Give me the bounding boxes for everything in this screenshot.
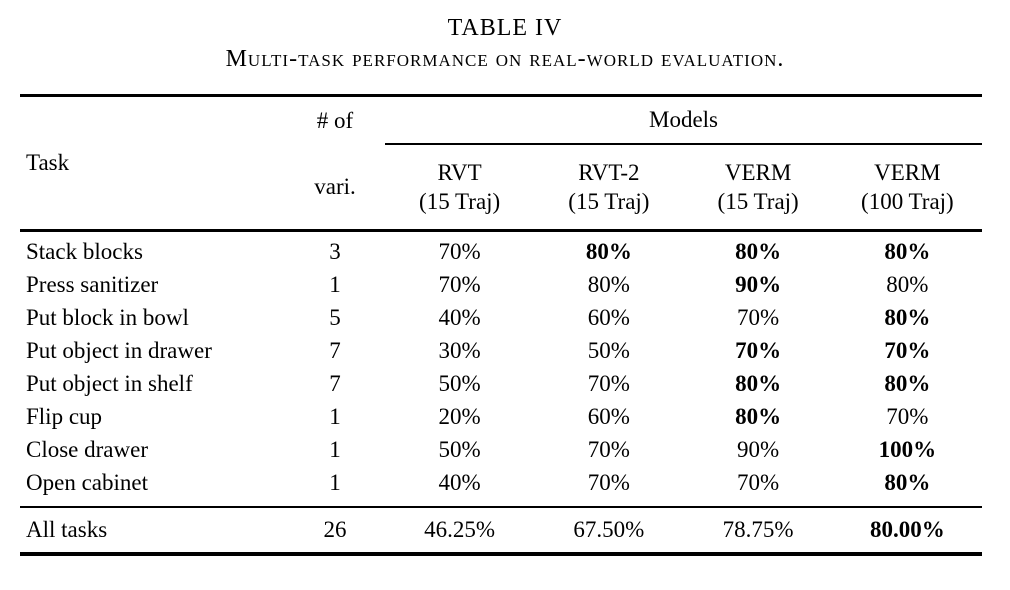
value-cell: 80% [585, 238, 632, 264]
value-cell: 80% [735, 403, 782, 429]
value-cell: 70% [438, 271, 481, 297]
value-cell: 40% [438, 469, 481, 495]
model-name: VERM [724, 160, 792, 185]
value-cell: 30% [438, 337, 481, 363]
value-cell: 80% [735, 370, 782, 396]
vari-cell: 7 [329, 337, 341, 363]
vari-cell: 1 [329, 403, 341, 429]
table-body: Stack blocks 3 70% 80% 80% 80% Press san… [20, 232, 982, 499]
task-cell: Press sanitizer [26, 271, 159, 297]
table-row: Open cabinet 1 40% 70% 70% 80% [20, 466, 982, 499]
value-cell: 70% [884, 337, 931, 363]
model-name: VERM [874, 160, 941, 185]
value-cell: 67.50% [573, 517, 645, 542]
value-cell: 46.25% [424, 517, 496, 542]
value-cell: 80% [886, 271, 929, 297]
vari-cell: 26 [323, 517, 347, 542]
value-cell: 70% [886, 403, 929, 429]
task-cell: Open cabinet [26, 469, 148, 495]
model-traj: (100 Traj) [861, 189, 954, 214]
value-cell: 80% [884, 370, 931, 396]
model-name: RVT-2 [578, 160, 640, 185]
model-column-header-verm15: VERM (15 Traj) [684, 145, 833, 229]
model-traj: (15 Traj) [568, 189, 650, 214]
vari-cell: 1 [329, 436, 341, 462]
model-name: RVT [437, 160, 482, 185]
model-column-header-rvt: RVT (15 Traj) [385, 145, 534, 229]
task-cell: Flip cup [26, 403, 103, 429]
task-cell: Close drawer [26, 436, 148, 462]
value-cell: 50% [438, 436, 481, 462]
value-cell: 70% [587, 469, 630, 495]
table-row: Put block in bowl 5 40% 60% 70% 80% [20, 301, 982, 334]
value-cell: 60% [587, 403, 630, 429]
task-cell: Put block in bowl [26, 304, 189, 330]
task-cell: Put object in shelf [26, 370, 193, 396]
table-title: TABLE IV [447, 15, 563, 41]
model-traj: (15 Traj) [717, 189, 799, 214]
value-cell: 80% [884, 238, 931, 264]
table-caption: Multi-task performance on real-world eva… [225, 46, 785, 72]
vari-cell: 3 [329, 238, 341, 264]
table-header: Task # of vari. Models RVT (15 Traj) RVT… [20, 97, 982, 229]
table-row: Flip cup 1 20% 60% 80% 70% [20, 400, 982, 433]
model-column-header-verm100: VERM (100 Traj) [833, 145, 982, 229]
vari-cell: 1 [329, 271, 341, 297]
value-cell: 70% [737, 304, 780, 330]
footer-separator-rule [20, 506, 982, 508]
table-row: Stack blocks 3 70% 80% 80% 80% [20, 235, 982, 268]
vari-cell: 5 [329, 304, 341, 330]
value-cell: 90% [735, 271, 782, 297]
value-cell: 40% [438, 304, 481, 330]
value-cell: 100% [878, 436, 937, 462]
value-cell: 70% [587, 370, 630, 396]
value-cell: 78.75% [722, 517, 794, 542]
value-cell: 80% [735, 238, 782, 264]
value-cell: 70% [438, 238, 481, 264]
value-cell: 50% [587, 337, 630, 363]
footer-row: All tasks 26 46.25% 67.50% 78.75% 80.00% [20, 508, 982, 552]
task-cell: All tasks [26, 517, 108, 542]
value-cell: 80% [884, 304, 931, 330]
value-cell: 70% [737, 469, 780, 495]
table-row: Put object in drawer 7 30% 50% 70% 70% [20, 334, 982, 367]
vari-cell: 7 [329, 370, 341, 396]
value-cell: 80.00% [870, 517, 945, 542]
value-cell: 90% [737, 436, 780, 462]
header-vari-line1: # of [316, 108, 354, 133]
header-vari-line2: vari. [314, 174, 356, 199]
table-row: Put object in shelf 7 50% 70% 80% 80% [20, 367, 982, 400]
task-cell: Put object in drawer [26, 337, 212, 363]
header-vari-label: # of vari. [285, 97, 385, 229]
header-models-group-label: Models [385, 97, 982, 145]
table-row: Press sanitizer 1 70% 80% 90% 80% [20, 268, 982, 301]
model-column-header-rvt2: RVT-2 (15 Traj) [534, 145, 683, 229]
table-row: Close drawer 1 50% 70% 90% 100% [20, 433, 982, 466]
model-traj: (15 Traj) [419, 189, 501, 214]
results-table: Task # of vari. Models RVT (15 Traj) RVT… [20, 94, 982, 556]
header-separator-rule [20, 229, 982, 232]
top-rule [20, 94, 982, 97]
value-cell: 70% [587, 436, 630, 462]
table-title-block: TABLE IV Multi-task performance on real-… [0, 0, 1010, 75]
header-task-label: Task [26, 150, 70, 175]
value-cell: 70% [735, 337, 782, 363]
vari-cell: 1 [329, 469, 341, 495]
bottom-rule [20, 552, 982, 556]
value-cell: 80% [587, 271, 630, 297]
value-cell: 60% [587, 304, 630, 330]
value-cell: 80% [884, 469, 931, 495]
value-cell: 20% [438, 403, 481, 429]
task-cell: Stack blocks [26, 238, 143, 264]
value-cell: 50% [438, 370, 481, 396]
